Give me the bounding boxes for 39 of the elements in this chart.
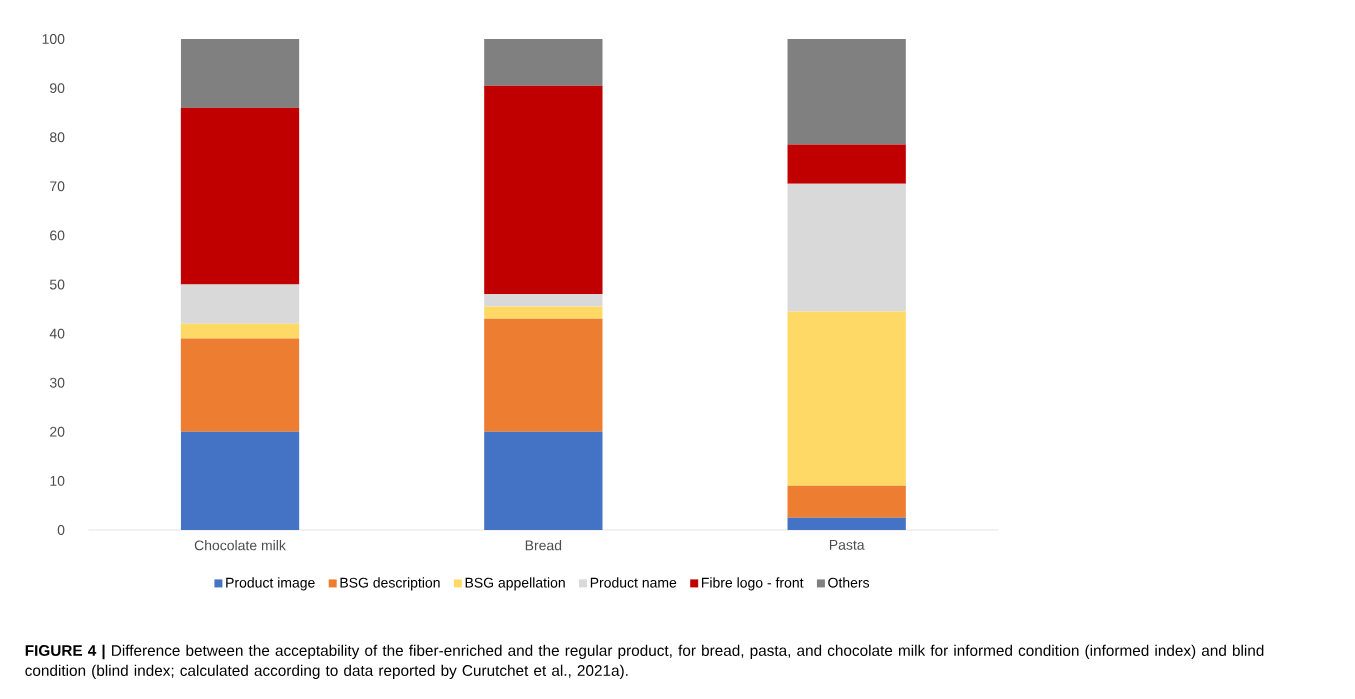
x-tick-label: Chocolate milk bbox=[194, 540, 286, 551]
y-tick-label: 0 bbox=[57, 525, 65, 535]
bar bbox=[484, 38, 603, 86]
bar bbox=[484, 85, 603, 295]
bar bbox=[180, 431, 300, 530]
bar bbox=[180, 338, 300, 432]
legend-label: Fibre logo - front bbox=[702, 577, 804, 591]
x-tick-label: Bread bbox=[525, 540, 562, 551]
legend-label: Product name bbox=[590, 577, 677, 588]
y-tick-label: 70 bbox=[50, 181, 65, 192]
legend-label: Others bbox=[828, 577, 870, 588]
bar bbox=[484, 294, 603, 307]
bar bbox=[484, 318, 603, 432]
y-tick-label: 50 bbox=[49, 279, 65, 290]
bar bbox=[787, 517, 906, 530]
y-tick-label: 90 bbox=[50, 83, 65, 94]
y-tick-label: 100 bbox=[42, 34, 65, 44]
bar bbox=[484, 306, 603, 319]
y-tick-label: 30 bbox=[49, 377, 65, 388]
bar bbox=[180, 38, 300, 108]
bar bbox=[787, 38, 906, 145]
x-tick-label: Pasta bbox=[829, 540, 865, 550]
bar bbox=[180, 107, 300, 285]
legend-label: Product image bbox=[226, 577, 315, 591]
bar bbox=[787, 311, 906, 486]
y-tick-label: 80 bbox=[49, 132, 65, 143]
y-tick-label: 20 bbox=[50, 426, 65, 437]
bar bbox=[180, 323, 300, 339]
bar bbox=[787, 144, 906, 184]
legend-label: BSG description bbox=[340, 577, 440, 591]
text: FIGURE 4 | Difference between the acceptability of the fiber-enriched and the regular product, for bread, pasta, and chocolate milk for informed condition (informed index) and blind condition (blind index; calculated according to data reported by Curutchet et al., 2021a). bbox=[25, 644, 1264, 679]
bar bbox=[787, 485, 906, 518]
bar bbox=[484, 431, 603, 530]
bar bbox=[787, 183, 906, 312]
y-tick-label: 10 bbox=[50, 475, 65, 486]
bar bbox=[180, 284, 300, 324]
y-tick-label: 40 bbox=[49, 328, 65, 339]
legend-label: BSG appellation bbox=[465, 577, 565, 591]
y-tick-label: 60 bbox=[50, 230, 65, 241]
